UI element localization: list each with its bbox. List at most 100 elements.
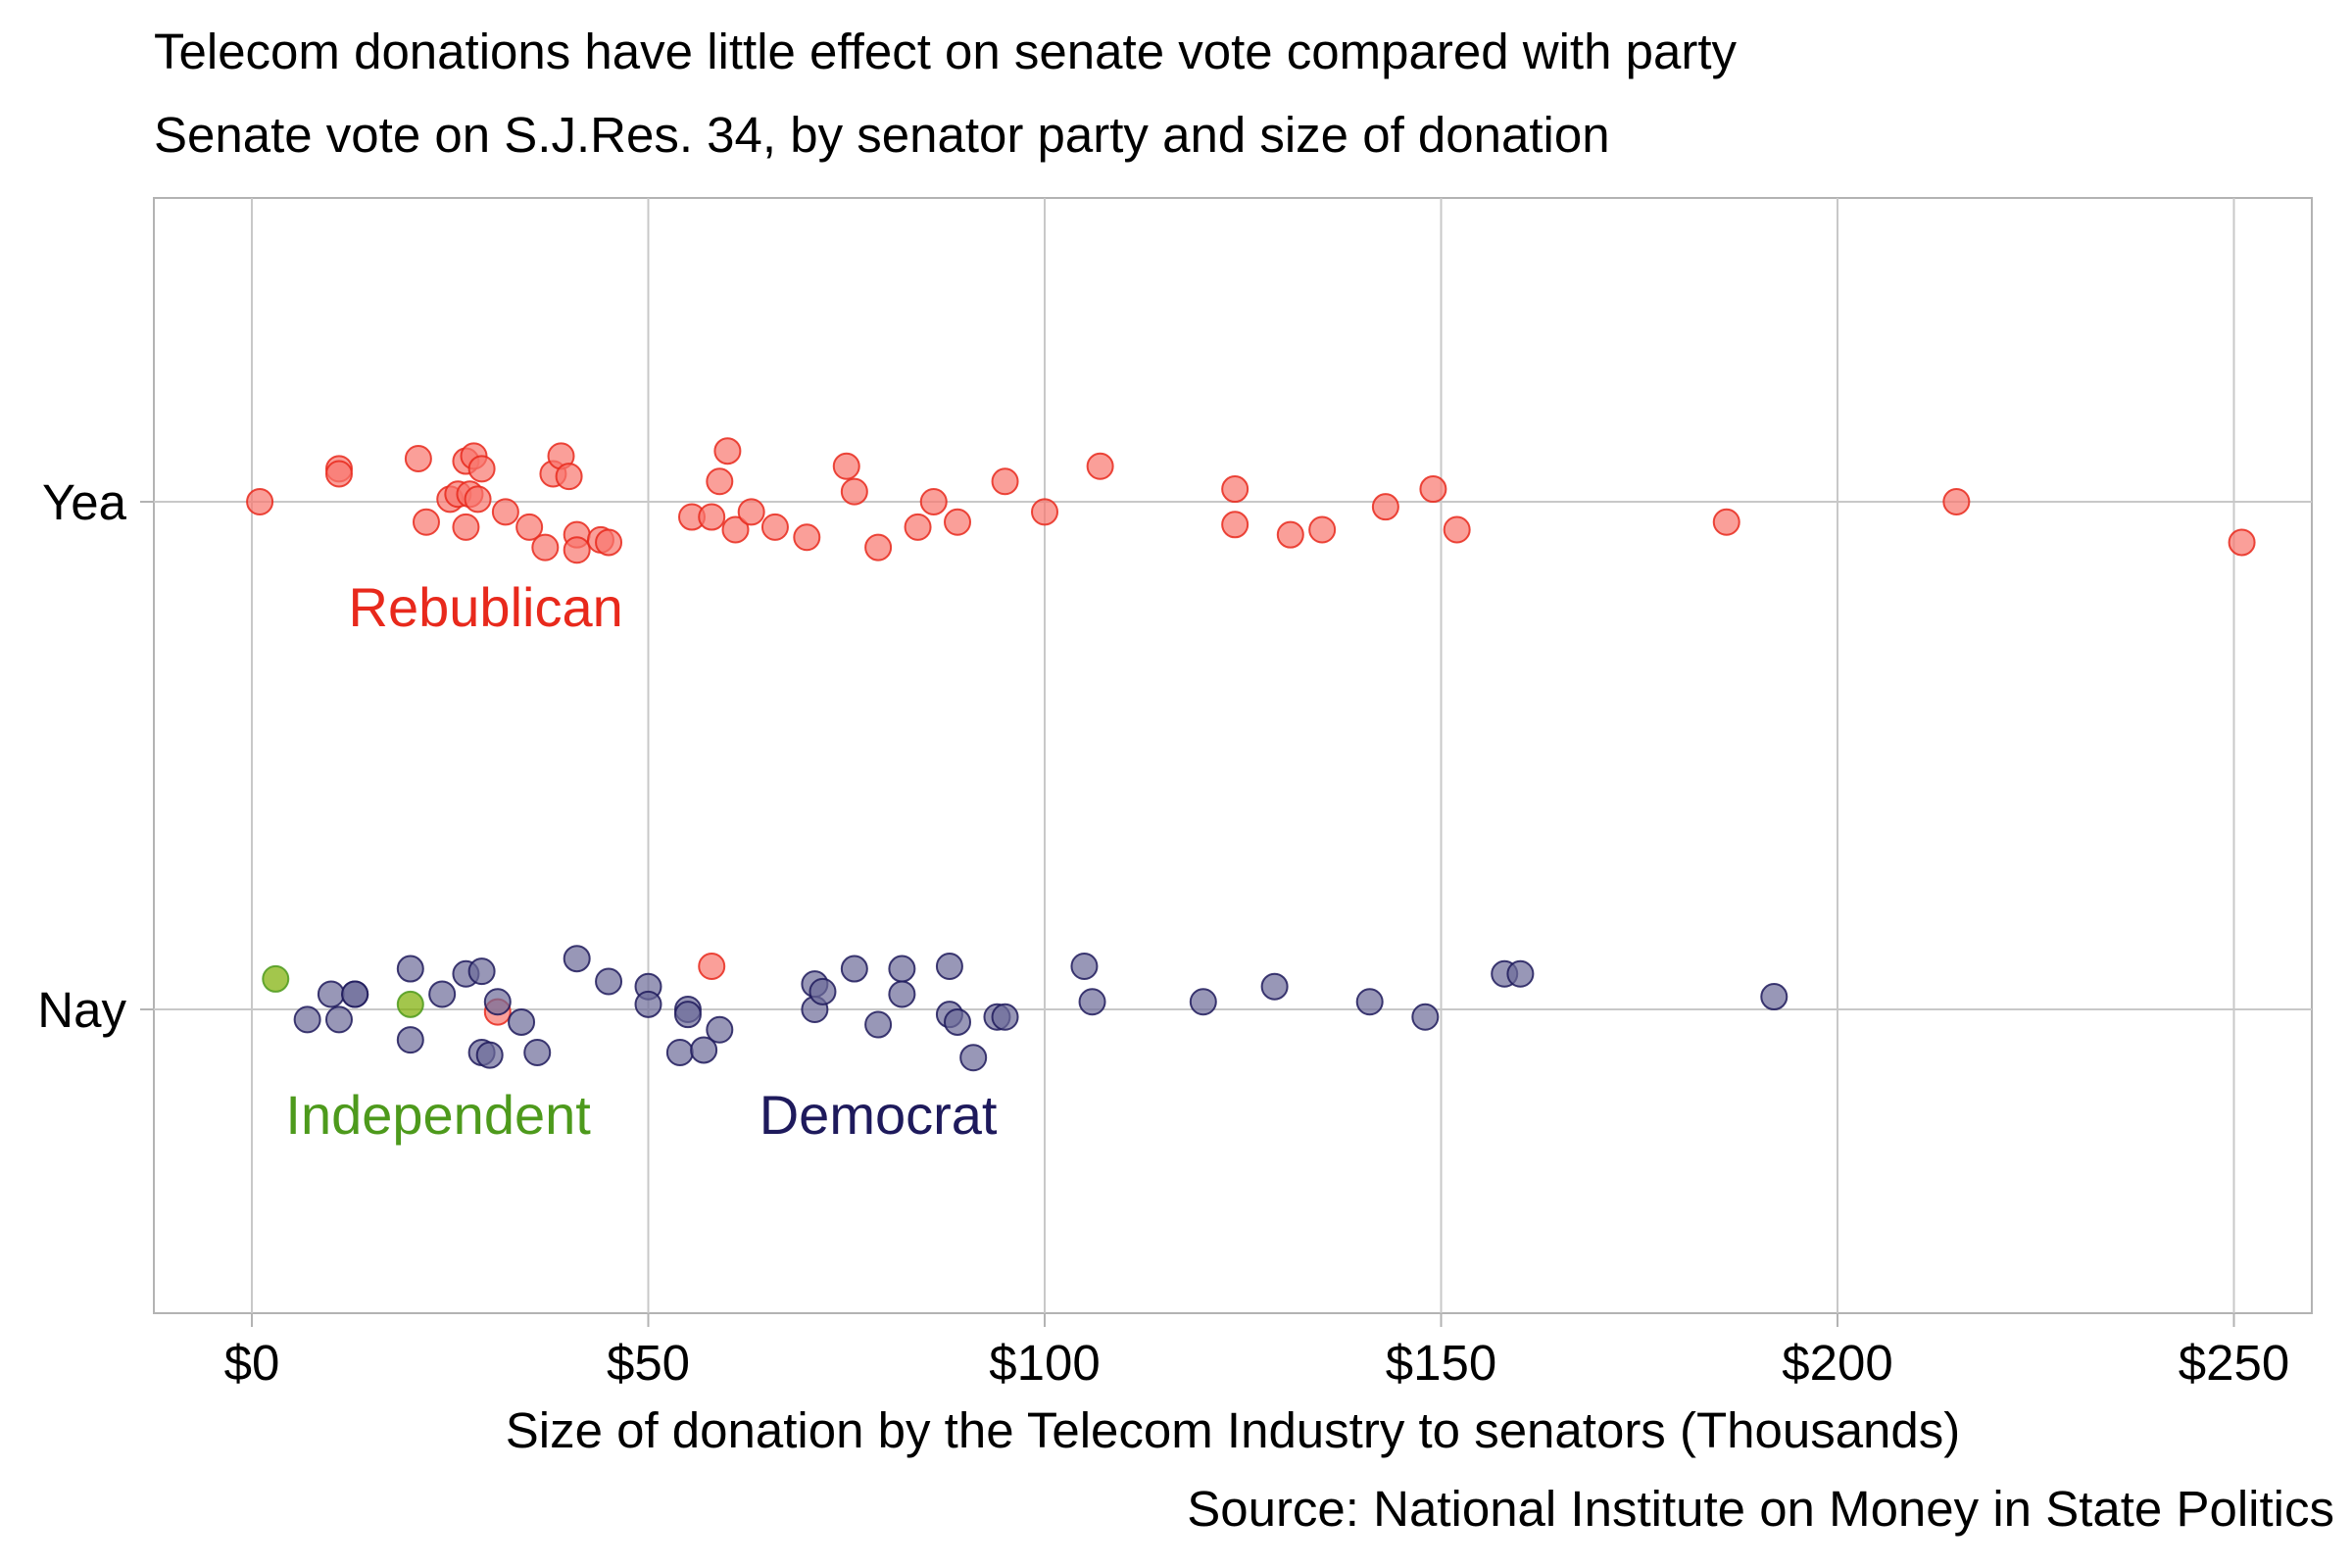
data-point	[888, 980, 916, 1008]
x-tick-label: $100	[989, 1335, 1100, 1391]
data-point	[1221, 475, 1250, 504]
chart-title: Telecom donations have little effect on …	[154, 24, 1737, 79]
chart-caption: Source: National Institute on Money in S…	[1187, 1481, 2334, 1537]
data-point	[690, 1036, 718, 1064]
data-point	[1086, 452, 1114, 480]
data-point	[991, 467, 1019, 496]
data-point	[475, 1041, 504, 1069]
data-point	[888, 955, 916, 983]
data-point	[555, 463, 583, 491]
data-point	[508, 1007, 536, 1036]
data-point	[737, 498, 765, 526]
data-point	[452, 513, 480, 541]
data-point	[1942, 488, 1971, 515]
data-point	[840, 955, 868, 983]
x-tick-label: $200	[1782, 1335, 1892, 1391]
plot-border	[153, 197, 2313, 1314]
data-point	[341, 980, 369, 1008]
data-point	[523, 1039, 552, 1067]
data-point	[673, 1001, 702, 1029]
data-point	[428, 980, 457, 1008]
data-point	[396, 955, 424, 983]
party-label: Independent	[285, 1084, 591, 1146]
data-point	[595, 967, 623, 996]
x-axis-title: Size of donation by the Telecom Industry…	[506, 1402, 1961, 1458]
data-point	[2228, 528, 2256, 557]
data-point	[317, 980, 345, 1008]
data-point	[904, 513, 932, 541]
annotation-layer: Rebublican Independent Democrat	[285, 576, 998, 1146]
data-point	[840, 477, 868, 506]
data-point	[1712, 508, 1740, 536]
data-point	[563, 536, 591, 564]
y-tick-label: Yea	[42, 474, 127, 530]
data-point	[1371, 493, 1399, 521]
data-point	[396, 1026, 424, 1054]
data-point	[698, 503, 726, 531]
data-point	[698, 952, 726, 980]
data-point	[1760, 983, 1788, 1011]
data-point	[1308, 515, 1337, 544]
data-point	[721, 515, 750, 544]
data-point	[991, 1003, 1019, 1031]
data-point	[634, 990, 662, 1018]
y-tick-label: Nay	[37, 982, 126, 1038]
data-point	[404, 444, 432, 472]
data-point	[1078, 988, 1106, 1016]
data-point	[944, 1007, 972, 1036]
data-point	[706, 467, 734, 496]
data-point	[515, 513, 544, 541]
x-tick-label: $250	[2179, 1335, 2289, 1391]
data-point	[935, 952, 963, 980]
chart-subtitle: Senate vote on S.J.Res. 34, by senator p…	[154, 107, 1610, 163]
data-point	[706, 1015, 734, 1044]
y-axis: Nay Yea	[37, 474, 154, 1038]
data-point	[467, 455, 496, 483]
data-point	[808, 977, 837, 1005]
data-point	[483, 988, 512, 1016]
data-point	[832, 452, 860, 480]
data-point	[467, 957, 496, 986]
data-point	[531, 533, 560, 562]
data-point	[491, 498, 519, 526]
data-point	[793, 523, 821, 552]
data-point	[324, 460, 353, 488]
points-layer	[246, 437, 2256, 1072]
data-point	[262, 964, 290, 993]
data-point	[293, 1005, 321, 1034]
data-point	[412, 508, 440, 536]
x-tick-label: $150	[1386, 1335, 1496, 1391]
data-point	[1260, 972, 1289, 1001]
data-point	[1419, 475, 1447, 504]
data-point	[864, 1010, 893, 1039]
data-point	[760, 513, 789, 541]
data-point	[665, 1039, 694, 1067]
data-point	[1070, 952, 1099, 980]
data-point	[959, 1044, 988, 1072]
data-point	[919, 488, 948, 515]
data-point	[246, 488, 274, 515]
data-point	[563, 945, 591, 973]
data-point	[1506, 959, 1535, 988]
data-point	[1411, 1003, 1440, 1031]
data-point	[713, 437, 742, 466]
data-point	[1276, 520, 1304, 549]
data-point	[864, 533, 893, 562]
x-axis: $0 $50 $100 $150 $200 $250	[224, 1313, 2289, 1391]
data-point	[396, 990, 424, 1018]
data-point	[944, 508, 972, 536]
x-tick-label: $0	[224, 1335, 280, 1391]
data-point	[1031, 498, 1058, 526]
x-tick-label: $50	[607, 1335, 690, 1391]
grid-layer	[154, 198, 2312, 1313]
data-point	[1189, 988, 1217, 1016]
party-label: Democrat	[760, 1084, 998, 1146]
data-point	[1355, 988, 1384, 1016]
data-point	[324, 1005, 353, 1034]
data-point	[1221, 511, 1250, 539]
data-point	[595, 528, 623, 557]
data-point	[464, 485, 492, 514]
party-label: Rebublican	[349, 576, 623, 638]
data-point	[1443, 515, 1471, 544]
